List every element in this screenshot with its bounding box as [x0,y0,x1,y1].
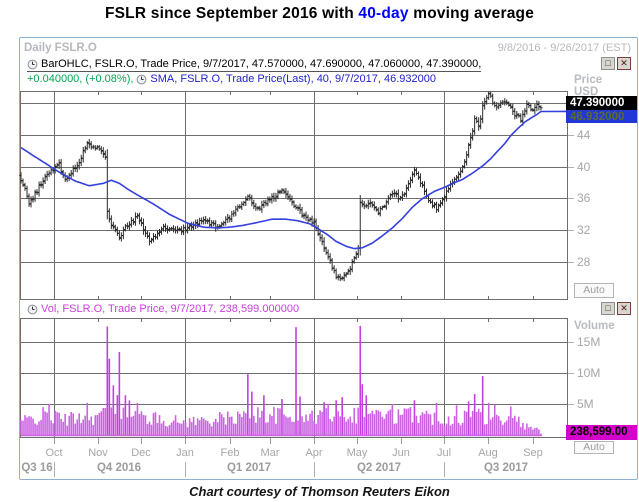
close-window-icon[interactable]: ✕ [617,57,631,70]
quarter-label-q3-2017: Q3 2017 [483,462,529,474]
volume-ytick-10M: 10M [577,366,601,380]
volume-axis-title: Volume [574,320,615,332]
close-window-icon[interactable]: ✕ [617,302,631,315]
volume-panel-window-buttons: □ ✕ [601,302,631,315]
month-label-nov: Nov [88,447,108,459]
title-highlight: 40-day [358,5,409,22]
page-title: FSLR since September 2016 with 40-day mo… [0,5,639,23]
volume-value-badge: 238,599.00 [566,425,637,440]
price-auto-scale-button[interactable]: Auto [574,283,614,298]
sma-value-badge: 46.932000 [566,110,637,123]
title-prefix: FSLR since September 2016 with [104,5,359,22]
month-label-apr: Apr [305,447,323,459]
volume-ytick-15M: 15M [577,335,601,349]
volume-series-legend[interactable]: Vol, FSLR.O, Trade Price, 9/7/2017, 238,… [27,303,299,315]
chart-interval-ric: Daily FSLR.O [24,42,97,54]
quarter-label-q1-2017: Q1 2017 [226,462,272,474]
price-ytick-36: 36 [577,191,591,205]
price-ytick-32: 32 [577,223,591,237]
month-label-sep: Sep [523,447,543,459]
month-label-mar: Mar [260,447,280,459]
sma-legend-text: SMA, FSLR.O, Trade Price(Last), 40, 9/7/… [150,73,436,85]
quarter-label-q2-2017: Q2 2017 [356,462,402,474]
sma-series-legend[interactable]: +0.040000, (+0.08%), SMA, FSLR.O, Trade … [27,73,436,85]
restore-window-icon[interactable]: □ [601,302,615,315]
month-label-jun: Jun [392,447,410,459]
last-price-badge: 47.390000 [566,96,637,110]
quarter-label-q3-16: Q3 16 [21,462,53,474]
price-ytick-44: 44 [577,128,591,142]
chart-date-range: 9/8/2016 - 9/26/2017 (EST) [497,42,631,54]
price-legend-text: BarOHLC, FSLR.O, Trade Price, 9/7/2017, … [41,58,482,70]
price-change-text: +0.040000, (+0.08%), [27,73,134,85]
clock-icon [27,304,38,314]
month-label-may: May [346,447,368,459]
chart-widget-frame [19,37,638,480]
price-axis-unit: USD [574,86,599,98]
price-panel-window-buttons: □ ✕ [601,57,631,70]
month-label-feb: Feb [220,447,240,459]
volume-ytick-5M: 5M [577,397,594,411]
price-series-legend[interactable]: BarOHLC, FSLR.O, Trade Price, 9/7/2017, … [27,58,482,72]
volume-auto-scale-button[interactable]: Auto [574,441,614,454]
price-axis-title: Price [574,74,603,86]
title-suffix: moving average [408,5,535,22]
volume-legend-text: Vol, FSLR.O, Trade Price, 9/7/2017, 238,… [41,303,300,315]
clock-icon [27,59,38,69]
month-label-jul: Jul [436,447,452,459]
quarter-label-q4-2016: Q4 2016 [96,462,142,474]
price-ytick-28: 28 [577,255,591,269]
price-ytick-40: 40 [577,160,591,174]
month-label-jan: Jan [176,447,194,459]
month-label-oct: Oct [45,447,63,459]
footer-caption: Chart courtesy of Thomson Reuters Eikon [189,484,450,499]
month-label-aug: Aug [478,447,498,459]
month-label-dec: Dec [131,447,151,459]
restore-window-icon[interactable]: □ [601,57,615,70]
clock-icon [137,74,147,84]
